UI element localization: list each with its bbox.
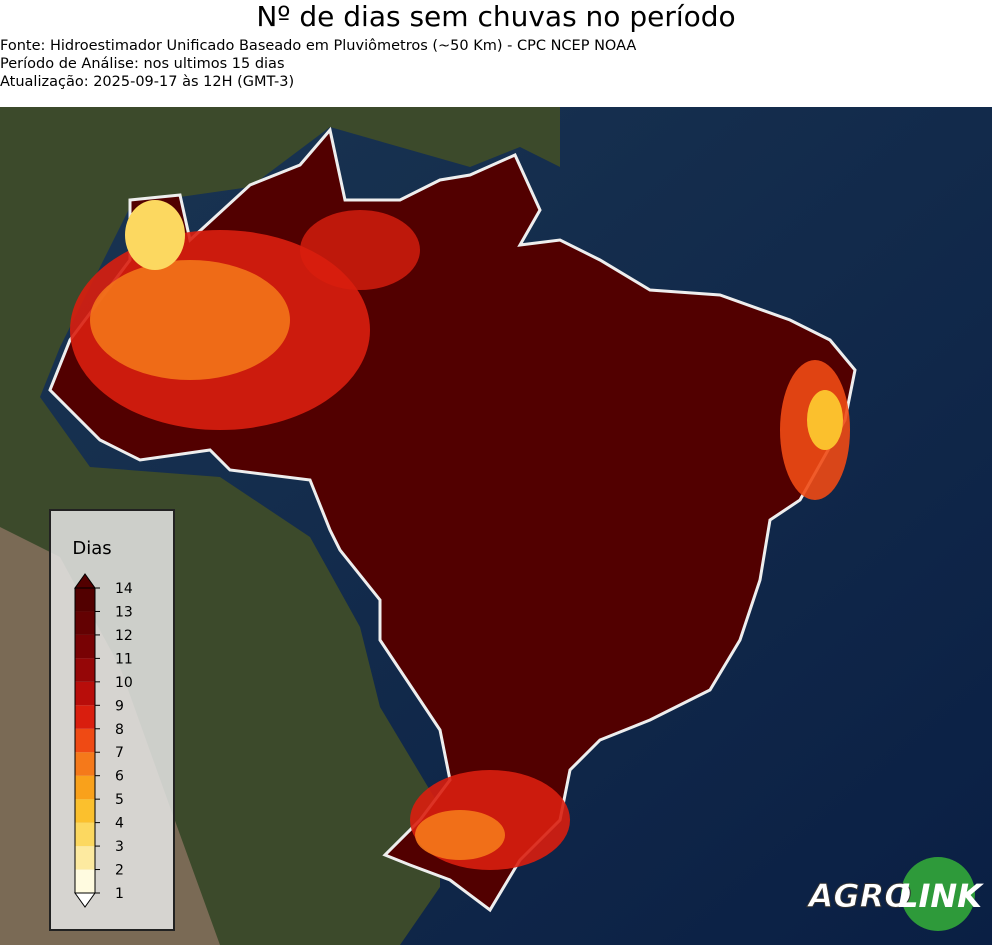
color-segment (75, 705, 95, 729)
tick-label: 5 (115, 792, 124, 808)
tick-label: 6 (115, 769, 124, 785)
region (125, 200, 185, 270)
legend-box (49, 509, 175, 931)
tick-label: 1 (115, 886, 124, 902)
color-segment (75, 869, 95, 893)
region (807, 390, 843, 450)
region (300, 210, 420, 290)
color-segment (75, 775, 95, 800)
tick-label: 9 (115, 698, 124, 714)
tick-label: 14 (115, 581, 133, 597)
tick-label: 8 (115, 722, 124, 738)
logo: AGRO LINK (805, 857, 984, 931)
tick-label: 2 (115, 863, 124, 879)
color-segment (75, 752, 95, 776)
tick-label: 3 (115, 839, 124, 855)
color-segment (75, 822, 95, 847)
legend-title: Dias (72, 538, 111, 559)
tick-label: 11 (115, 651, 133, 667)
color-segment (75, 611, 95, 635)
subtitle: Período de Análise: nos ultimos 15 dias (0, 56, 285, 72)
logo-circle (901, 857, 975, 931)
tick-label: 10 (115, 675, 133, 691)
map-title: Nº de dias sem chuvas no período (256, 0, 736, 33)
tick-label: 12 (115, 628, 133, 644)
region (415, 810, 505, 860)
color-segment (75, 658, 95, 682)
subtitle: Fonte: Hidroestimador Unificado Baseado … (0, 38, 637, 54)
color-segment (75, 799, 95, 823)
colorbar-frame (74, 587, 96, 894)
brazil (48, 126, 857, 913)
logo-text: AGRO (806, 877, 912, 915)
tick-label: 4 (115, 816, 124, 832)
color-segment (75, 681, 95, 706)
subtitle: Atualização: 2025-09-17 às 12H (GMT-3) (0, 74, 295, 90)
tick-label: 7 (115, 745, 124, 761)
color-segment (75, 588, 95, 612)
color-segment (75, 634, 95, 659)
tick-label: 13 (115, 604, 133, 620)
region (90, 260, 290, 380)
color-segment (75, 728, 95, 753)
color-segment (75, 846, 95, 870)
logo-text: LINK (898, 877, 984, 915)
